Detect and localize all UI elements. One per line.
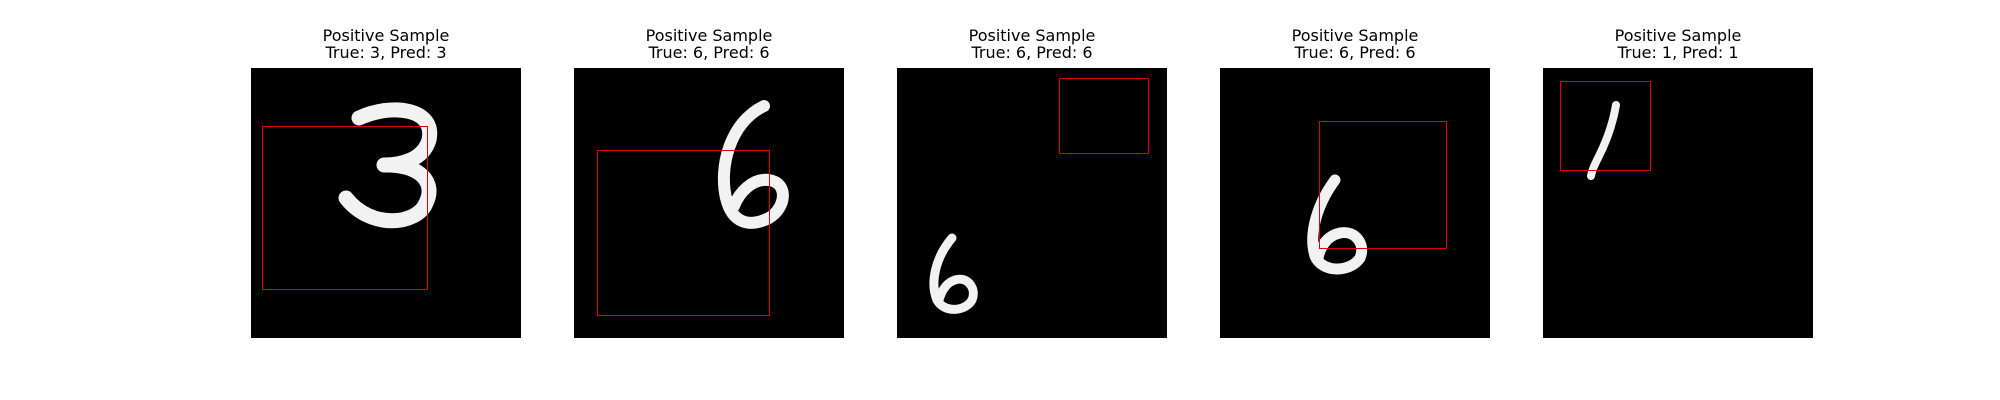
panel-title-line: Positive Sample — [1291, 26, 1419, 45]
panel-title: Positive Sample True: 1, Pred: 1 — [1543, 27, 1813, 61]
panel-subtitle-line: True: 6, Pred: 6 — [1294, 43, 1416, 62]
digit-image — [574, 68, 844, 338]
panel-subtitle-line: True: 3, Pred: 3 — [325, 43, 447, 62]
sample-panel-5: Positive Sample True: 1, Pred: 1 — [1543, 0, 1813, 340]
digit-3-glyph — [338, 102, 438, 229]
panel-title-line: Positive Sample — [322, 26, 450, 45]
detection-box — [1560, 81, 1651, 171]
detection-box — [262, 126, 428, 290]
digit-image — [897, 68, 1167, 338]
detection-box — [597, 150, 770, 316]
sample-panel-4: Positive Sample True: 6, Pred: 6 — [1220, 0, 1490, 340]
detection-box — [1059, 78, 1149, 154]
panel-subtitle-line: True: 6, Pred: 6 — [648, 43, 770, 62]
panel-title-line: Positive Sample — [968, 26, 1096, 45]
panel-title: Positive Sample True: 6, Pred: 6 — [574, 27, 844, 61]
digit-6-glyph — [717, 100, 789, 229]
digit-image — [251, 68, 521, 338]
panel-subtitle-line: True: 1, Pred: 1 — [1617, 43, 1739, 62]
digit-image — [1220, 68, 1490, 338]
detection-box — [1319, 121, 1447, 249]
panel-title: Positive Sample True: 6, Pred: 6 — [1220, 27, 1490, 61]
panel-title-line: Positive Sample — [1614, 26, 1742, 45]
sample-panel-3: Positive Sample True: 6, Pred: 6 — [897, 0, 1167, 340]
panel-title: Positive Sample True: 3, Pred: 3 — [251, 27, 521, 61]
sample-panel-2: Positive Sample True: 6, Pred: 6 — [574, 0, 844, 340]
digit-image — [1543, 68, 1813, 338]
digit-6-glyph — [1307, 174, 1368, 275]
panel-title-line: Positive Sample — [645, 26, 773, 45]
digit-6-glyph — [929, 233, 978, 314]
sample-panel-1: Positive Sample True: 3, Pred: 3 — [251, 0, 521, 340]
panel-title: Positive Sample True: 6, Pred: 6 — [897, 27, 1167, 61]
panel-subtitle-line: True: 6, Pred: 6 — [971, 43, 1093, 62]
